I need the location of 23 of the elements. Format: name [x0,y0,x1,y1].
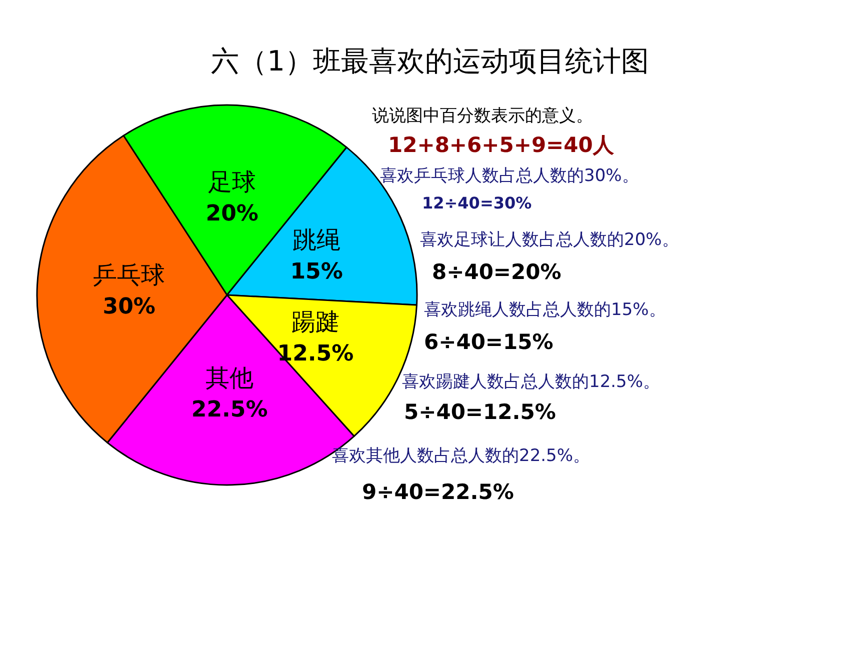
slice-label: 踼踺 [291,308,340,336]
text: 5÷40=12.5% [404,400,556,424]
text: 喜欢踼踺人数占总人数的12.5%。 [402,372,660,392]
data-label: 22.5% [191,397,268,422]
text: 说说图中百分数表示的意义。 [372,106,593,126]
chart-title: 六（1）班最喜欢的运动项目统计图 [211,44,649,78]
text: 12÷40=30% [422,194,532,212]
text: 喜欢其他人数占总人数的22.5%。 [332,446,590,466]
data-label: 20% [206,202,258,227]
text: 喜欢跳绳人数占总人数的15%。 [424,300,666,320]
slice-label: 其他 [206,364,254,392]
data-label: 30% [102,294,156,320]
text: 9÷40=22.5% [362,480,514,504]
slice-label: 足球 [208,168,256,196]
text: 12+8+6+5+9=40人 [388,133,615,157]
text: 喜欢足球让人数占总人数的20%。 [420,230,679,250]
data-label: 12.5% [277,342,354,367]
text: 8÷40=20% [432,260,562,284]
text: 喜欢乒乓球人数占总人数的30%。 [380,166,639,186]
text: 6÷40=15% [424,330,554,354]
slice-label: 跳绳 [292,226,341,254]
data-label: 15% [290,260,343,285]
slice-label: 乒乓球 [93,260,166,289]
